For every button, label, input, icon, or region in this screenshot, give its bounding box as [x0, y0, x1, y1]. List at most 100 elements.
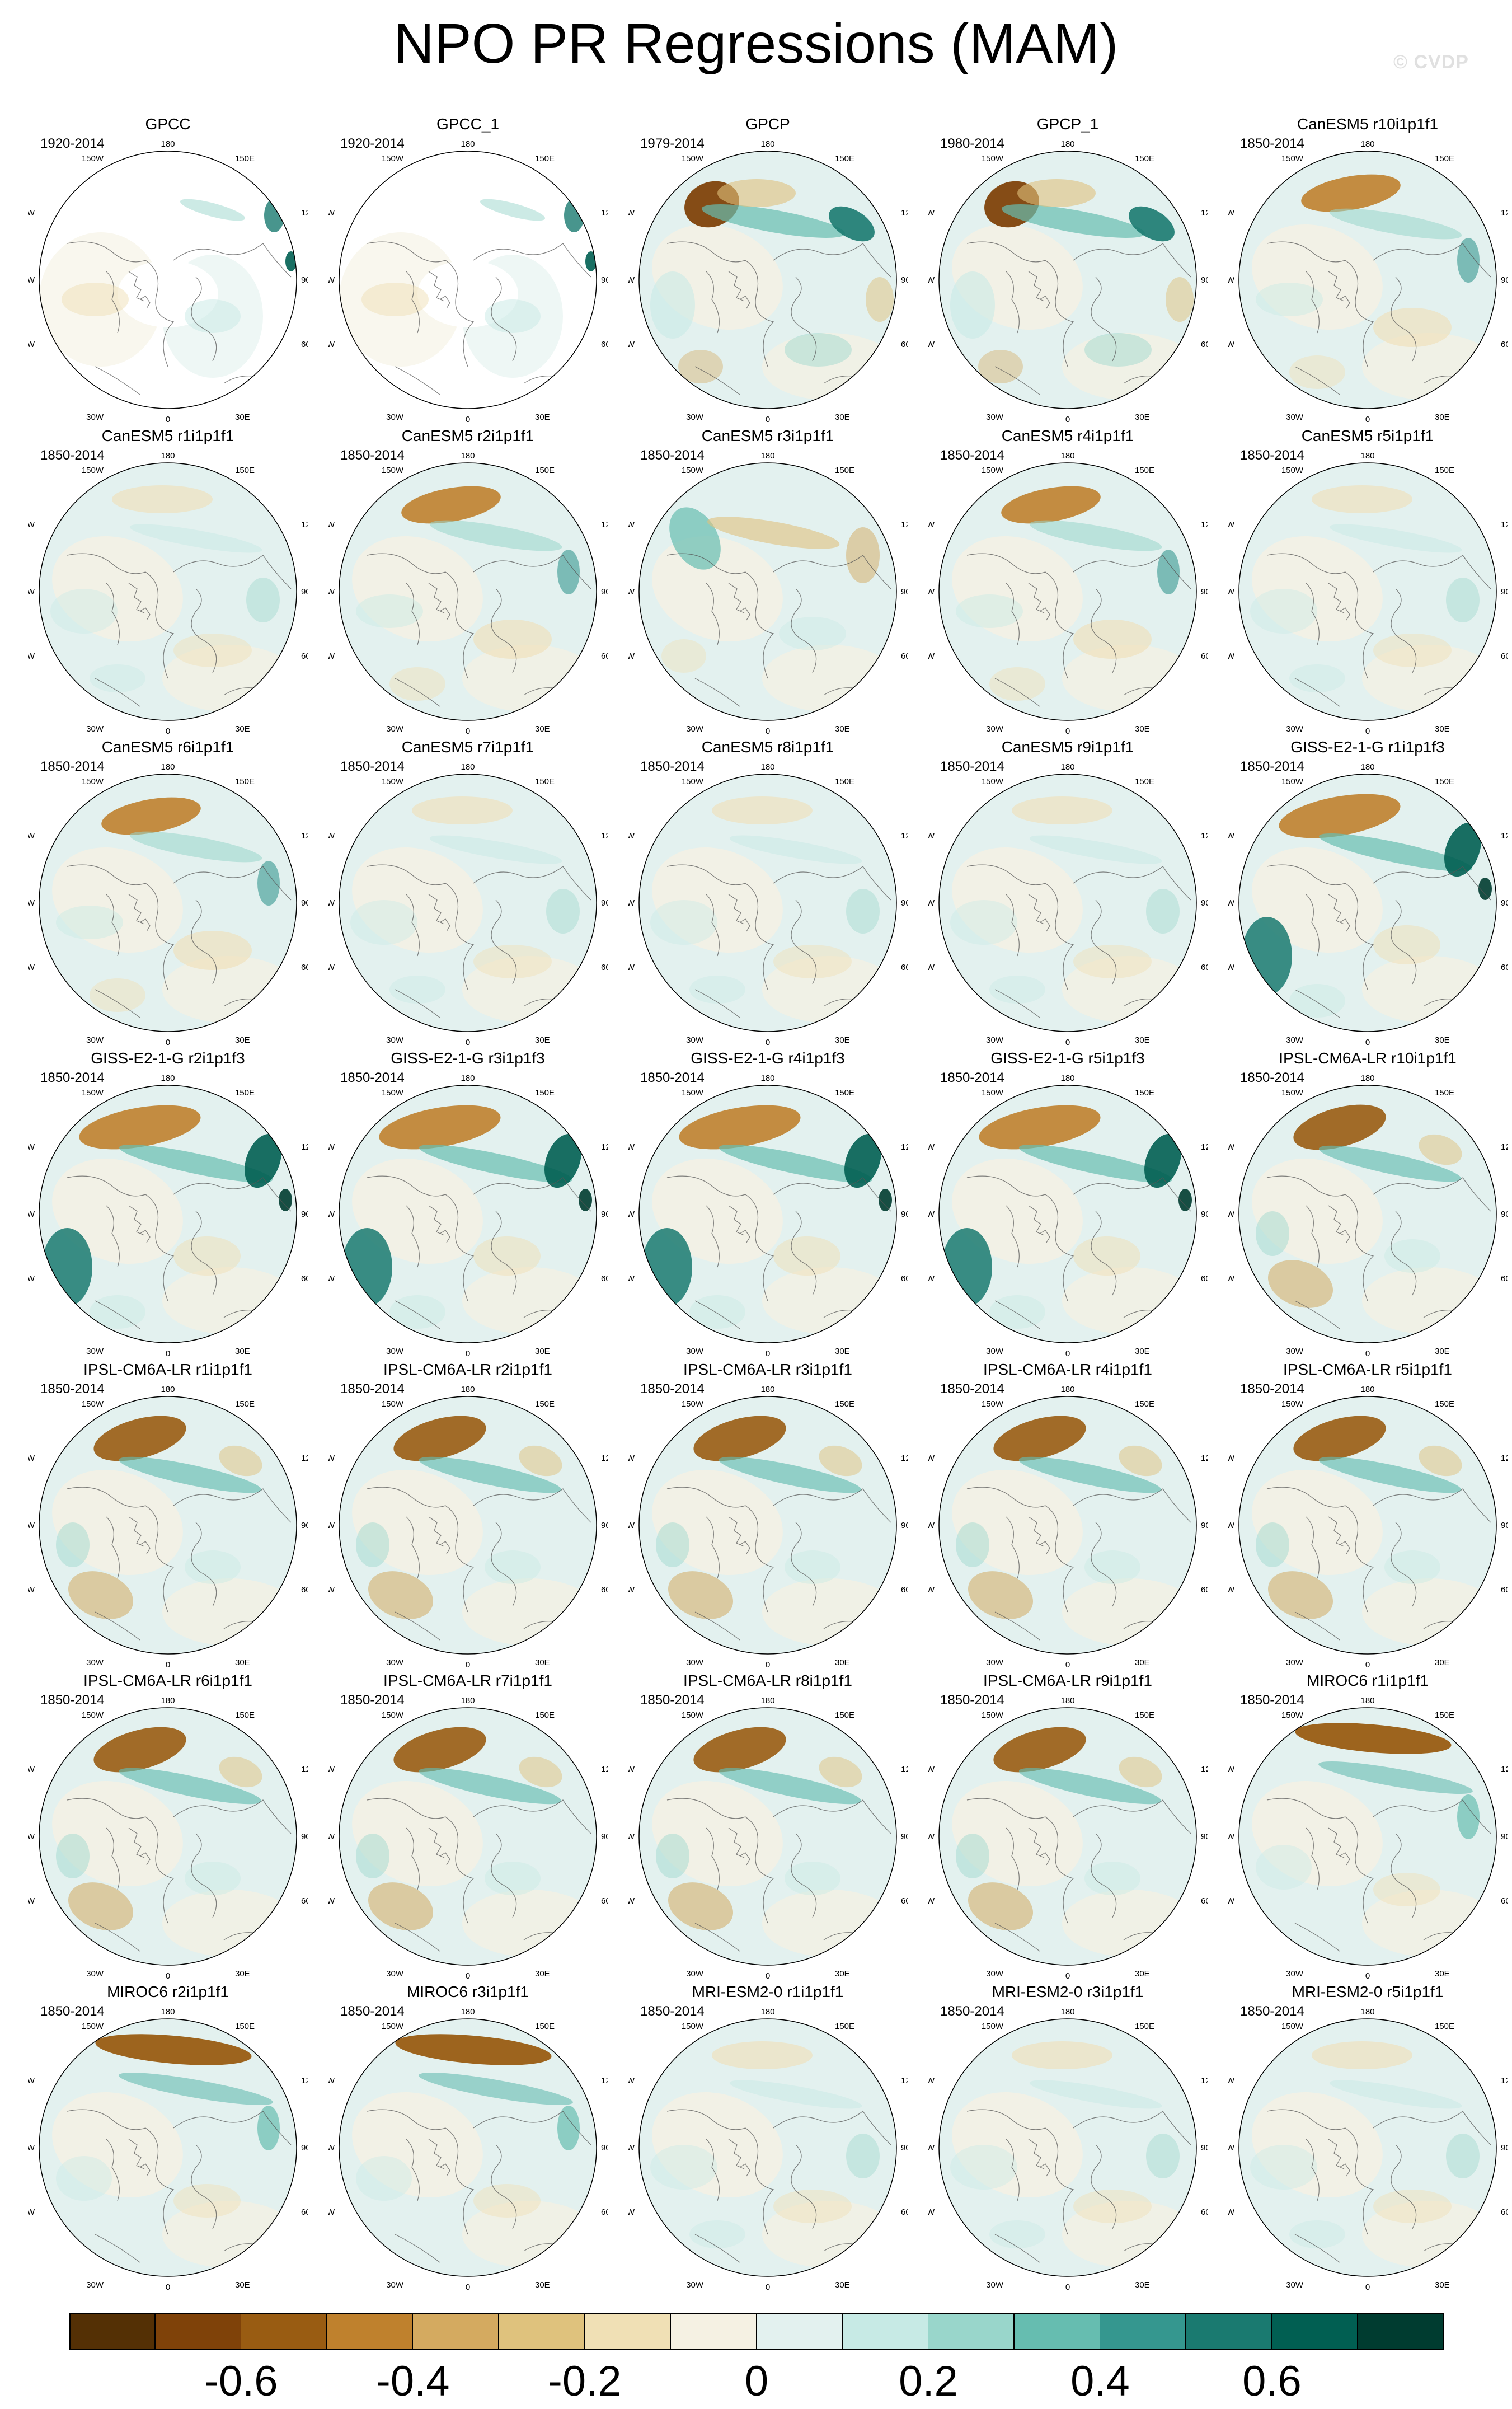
longitude-label: 0: [166, 1349, 170, 1357]
longitude-label: 30E: [535, 1347, 550, 1356]
colorbar-swatch: [241, 2313, 327, 2350]
coastline: [473, 1799, 591, 1834]
longitude-label: 150E: [1435, 777, 1454, 786]
longitude-label: 120E: [1201, 1765, 1208, 1774]
longitude-label: 90E: [1201, 1210, 1208, 1219]
longitude-label: 180: [1360, 451, 1374, 461]
coastline: [728, 1205, 750, 1243]
coastline: [428, 271, 450, 309]
longitude-label: 180: [161, 2007, 175, 2017]
longitude-label: 60E: [1201, 340, 1208, 349]
regression-anomaly: [412, 796, 513, 824]
panel-period: 1850-2014: [1240, 1693, 1304, 1708]
regression-anomaly: [1157, 550, 1180, 594]
longitude-label: 180: [760, 451, 774, 461]
longitude-label: 30E: [1435, 724, 1450, 734]
coastline: [428, 1827, 450, 1866]
regression-anomaly: [819, 1756, 862, 1788]
longitude-label: 60E: [601, 963, 608, 972]
coastline: [491, 1211, 517, 1296]
regression-anomaly: [1373, 634, 1452, 667]
longitude-label: 30W: [86, 1347, 104, 1356]
regression-anomaly: [1073, 620, 1152, 659]
longitude-label: 60E: [901, 1896, 908, 1906]
coastline: [1373, 1488, 1491, 1523]
longitude-label: 180: [760, 1385, 774, 1394]
longitude-label: 90E: [1501, 1521, 1508, 1530]
regression-anomaly: [707, 517, 840, 549]
map-panel: CanESM5 r9i1p1f1 180 150W 150E 120W 120E 90W 90…: [928, 738, 1208, 1046]
map-panel: CanESM5 r2i1p1f1 180 150W 150E 120W 120E 90W 90…: [328, 427, 608, 734]
coastline: [1028, 1827, 1050, 1866]
regression-anomaly: [1312, 2041, 1412, 2069]
longitude-label: 0: [466, 1971, 470, 1979]
coastline: [1391, 2144, 1417, 2229]
colorbar-tick-label: -0.4: [376, 2358, 450, 2405]
regression-anomaly: [1256, 1211, 1289, 1256]
polar-map: 180 150W 150E 120W 120E 90W 90E 60W 60E 30W 30E 0: [28, 1696, 308, 1979]
coastline: [1306, 583, 1320, 645]
longitude-label: 150E: [835, 1088, 854, 1098]
coastline: [428, 1205, 450, 1243]
map-border: [39, 1707, 297, 1966]
longitude-label: 150W: [82, 1399, 104, 1409]
polar-map: 180 150W 150E 120W 120E 90W 90E 60W 60E 30W 30E 0: [328, 451, 608, 734]
coastline: [367, 1798, 475, 1924]
longitude-label: 30W: [1286, 724, 1304, 734]
longitude-label: 150E: [1435, 154, 1454, 163]
coastline: [173, 555, 292, 589]
longitude-label: 120E: [1501, 208, 1508, 218]
longitude-label: 90W: [28, 275, 35, 285]
longitude-label: 30E: [835, 1035, 850, 1045]
longitude-label: 90E: [1501, 1210, 1508, 1219]
regression-anomaly: [650, 2145, 717, 2190]
regression-anomaly: [585, 251, 597, 271]
longitude-label: 90W: [928, 1210, 935, 1219]
longitude-label: 150W: [982, 466, 1004, 475]
longitude-label: 90W: [328, 587, 335, 597]
regression-anomaly: [819, 1445, 862, 1477]
coastline: [67, 241, 175, 367]
polar-map: 180 150W 150E 120W 120E 90W 90E 60W 60E 30W 30E 0: [928, 1074, 1208, 1357]
longitude-label: 60E: [301, 963, 308, 972]
longitude-label: 30E: [1135, 413, 1150, 422]
regression-anomaly: [379, 1105, 501, 1150]
longitude-label: 60W: [1228, 1585, 1235, 1595]
longitude-label: 60E: [1501, 652, 1508, 661]
longitude-label: 0: [166, 415, 170, 423]
longitude-label: 120E: [601, 831, 608, 841]
colorbar-tick-label: 0: [744, 2358, 769, 2405]
map-panel: MIROC6 r2i1p1f1 180 150W 150E 120W 120E 90W 90E…: [28, 1982, 308, 2290]
map-border: [39, 774, 297, 1032]
regression-anomaly: [956, 594, 1023, 628]
longitude-label: 30E: [1435, 413, 1450, 422]
regression-anomaly: [656, 1522, 689, 1567]
longitude-label: 180: [161, 1696, 175, 1705]
map-border: [39, 1396, 297, 1655]
map-border: [938, 462, 1197, 721]
polar-map: 180 150W 150E 120W 120E 90W 90E 60W 60E 30W 30E 0: [628, 762, 908, 1046]
polar-map: 180 150W 150E 120W 120E 90W 90E 60W 60E 30W 30E 0: [928, 2007, 1208, 2290]
panel-title: CanESM5 r3i1p1f1: [701, 427, 834, 444]
panel-period: 1850-2014: [340, 759, 405, 774]
longitude-label: 30W: [386, 1035, 404, 1045]
map-panel: CanESM5 r1i1p1f1 180 150W 150E 120W 120E 90W 90…: [28, 427, 308, 734]
colorbar-tick-label: -0.2: [548, 2358, 622, 2405]
regression-anomaly: [1256, 283, 1323, 316]
regression-anomaly: [1012, 796, 1112, 824]
longitude-label: 150E: [235, 154, 255, 163]
longitude-label: 90E: [1201, 2143, 1208, 2153]
longitude-label: 30E: [535, 413, 550, 422]
regression-anomaly: [993, 1727, 1086, 1773]
regression-anomaly: [90, 1295, 145, 1329]
coastline: [67, 2109, 175, 2235]
longitude-label: 120W: [328, 1142, 335, 1152]
coastline: [428, 583, 450, 621]
longitude-label: 0: [1365, 2283, 1370, 2290]
coastline: [728, 271, 750, 309]
regression-anomaly: [717, 179, 796, 207]
coastline: [106, 271, 120, 334]
longitude-label: 60E: [901, 1274, 908, 1283]
map-panel: MRI-ESM2-0 r5i1p1f1 180 150W 150E 120W 120E 90…: [1228, 1982, 1508, 2290]
map-border: [638, 774, 897, 1032]
